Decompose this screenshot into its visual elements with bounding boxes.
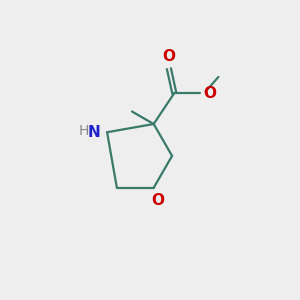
- Text: O: O: [152, 193, 165, 208]
- Text: H: H: [79, 124, 89, 138]
- Text: O: O: [163, 49, 176, 64]
- Text: O: O: [204, 85, 217, 100]
- Text: N: N: [88, 125, 100, 140]
